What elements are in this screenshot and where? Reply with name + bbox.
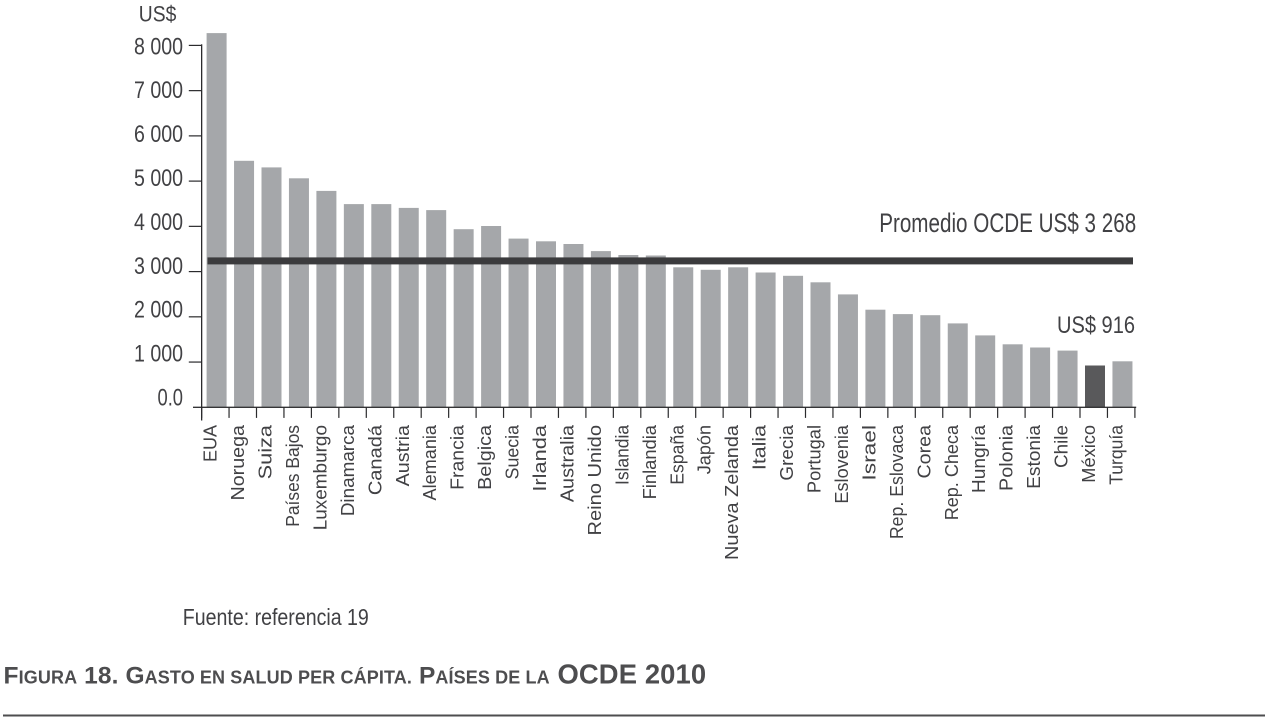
svg-text:Francia: Francia [447, 424, 468, 490]
svg-text:Rep. Checa: Rep. Checa [941, 424, 962, 520]
svg-text:Italia: Italia [749, 424, 770, 470]
svg-text:Grecia: Grecia [776, 424, 797, 480]
svg-text:Luxemburgo: Luxemburgo [309, 425, 330, 530]
svg-text:5 000: 5 000 [134, 165, 183, 192]
svg-text:Estonia: Estonia [1023, 424, 1044, 489]
svg-text:Suiza: Suiza [255, 424, 276, 479]
svg-text:Belgica: Belgica [474, 424, 495, 490]
svg-text:Israel: Israel [858, 425, 879, 481]
svg-text:Fuente: referencia 19: Fuente: referencia 19 [183, 604, 369, 630]
svg-text:Portugal: Portugal [804, 425, 825, 493]
svg-text:Corea: Corea [913, 424, 934, 478]
svg-text:Eslovenia: Eslovenia [831, 424, 852, 503]
svg-text:Austria: Austria [392, 424, 413, 486]
svg-text:2 000: 2 000 [134, 297, 183, 324]
svg-text:Noruega: Noruega [227, 424, 248, 500]
svg-text:Reino Unido: Reino Unido [584, 425, 605, 536]
svg-text:Islandia: Islandia [611, 424, 632, 485]
svg-text:Rep. Eslovaca: Rep. Eslovaca [886, 424, 907, 539]
svg-text:EUA: EUA [200, 424, 221, 462]
svg-text:Suecia: Suecia [502, 424, 523, 479]
svg-text:Alemania: Alemania [419, 424, 440, 500]
svg-text:1 000: 1 000 [134, 341, 183, 368]
svg-text:Chile: Chile [1051, 425, 1072, 468]
svg-text:Turquía: Turquía [1105, 424, 1126, 484]
svg-text:7 000: 7 000 [134, 77, 183, 104]
svg-text:US$: US$ [139, 1, 177, 26]
svg-text:México: México [1078, 425, 1099, 483]
svg-text:Australia: Australia [556, 424, 577, 502]
svg-text:FIGURA 18. GASTO EN SALUD PER: FIGURA 18. GASTO EN SALUD PER CÁPITA. PA… [4, 659, 707, 690]
svg-text:Dinamarca: Dinamarca [337, 424, 358, 516]
svg-text:España: España [666, 424, 687, 484]
svg-text:Promedio OCDE US$ 3 268: Promedio OCDE US$ 3 268 [879, 208, 1136, 238]
svg-text:Canadá: Canadá [364, 424, 385, 495]
svg-text:Finlandia: Finlandia [639, 424, 660, 499]
svg-text:Hungría: Hungría [968, 424, 989, 493]
svg-text:3 000: 3 000 [134, 253, 183, 280]
svg-text:Japón: Japón [694, 425, 715, 474]
svg-text:Nueva Zelanda: Nueva Zelanda [721, 424, 742, 560]
svg-text:4 000: 4 000 [134, 209, 183, 236]
svg-text:Países Bajos: Países Bajos [282, 425, 303, 527]
svg-text:8 000: 8 000 [134, 33, 183, 60]
svg-text:6 000: 6 000 [134, 121, 183, 148]
svg-text:0.0: 0.0 [158, 384, 184, 411]
svg-text:Irlanda: Irlanda [529, 424, 550, 492]
svg-text:US$ 916: US$ 916 [1057, 312, 1135, 339]
svg-text:Polonia: Polonia [996, 424, 1017, 491]
